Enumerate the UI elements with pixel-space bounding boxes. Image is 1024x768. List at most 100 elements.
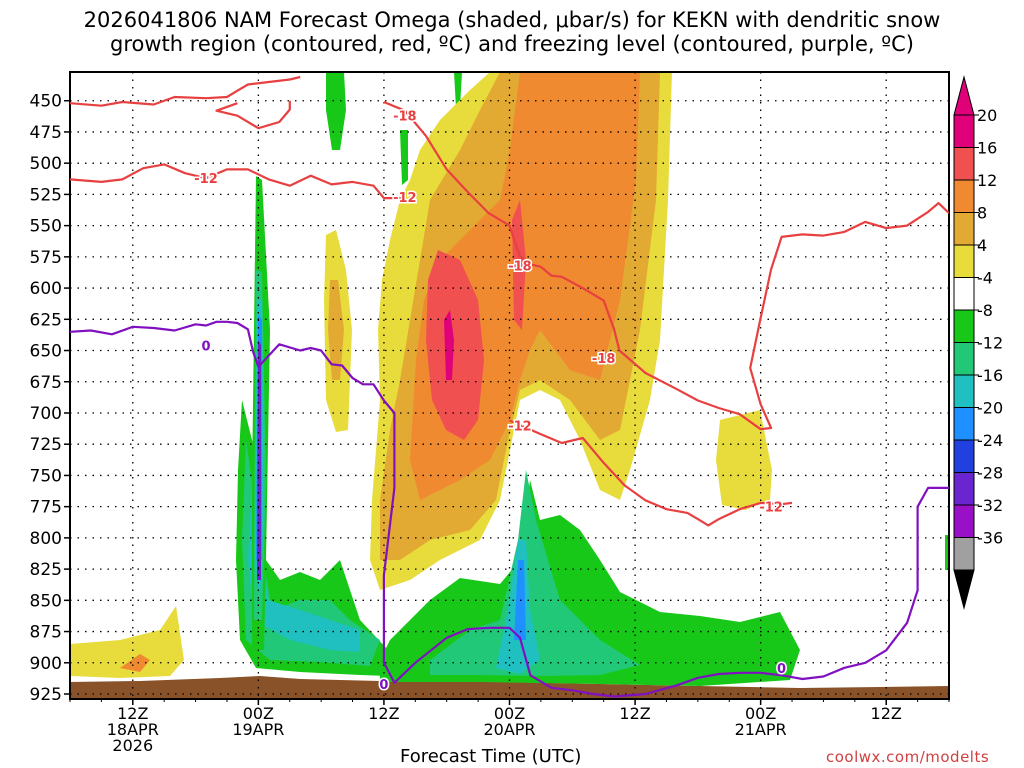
contour-line [70,75,301,107]
y-tick-label: 500 [30,154,62,174]
contour-line [618,202,949,431]
colorbar-label: 16 [977,139,997,158]
colorbar-label: -24 [977,431,1003,450]
x-tick-label: 2026 [112,736,153,755]
contour-line [70,163,405,200]
x-tick-label: 00Z [745,704,776,723]
y-tick-label: 450 [30,92,62,112]
contour-label: -12 [508,419,532,434]
colorbar-swatch [953,309,975,343]
y-tick-label: 475 [30,123,62,143]
chart-title-line2: growth region (contoured, red, ºC) and f… [110,32,914,56]
credit-text: coolwx.com/modelts [826,748,990,766]
chart-title-line1: 2026041806 NAM Forecast Omega (shaded, μ… [83,8,941,32]
colorbar-swatch [953,147,975,181]
colorbar-label: 20 [977,106,997,125]
colorbar-label: -4 [977,269,993,288]
y-tick-label: 825 [30,560,62,580]
colorbar-swatch [953,277,975,311]
colorbar-label: -20 [977,399,1003,418]
y-tick-label: 675 [30,373,62,393]
contour-line [383,100,621,351]
contour-label: -18 [508,260,532,275]
y-tick-label: 550 [30,217,62,237]
colorbar-label: -28 [977,464,1003,483]
teal-region-low-middle [430,470,640,676]
contour-lines: -18 -12 -12 -18 -18 -12 -12 0 0 0 [70,75,949,698]
colorbar-swatch [953,407,975,441]
colorbar-over-arrow [953,75,975,116]
x-tick-label: 12Z [871,704,902,723]
x-tick-label: 19APR [232,720,284,739]
x-tick-label: 21APR [735,720,787,739]
x-tick-label: 12Z [117,704,148,723]
cyan-region-low-left [248,480,360,652]
x-tick-label: 00Z [243,704,274,723]
colorbar-label: -16 [977,366,1003,385]
y-tick-label: 775 [30,498,62,518]
red-region-core [426,250,484,440]
colorbar-swatch [953,374,975,408]
contour-label: 0 [379,678,388,693]
colorbar-swatch [953,504,975,538]
magenta-max [444,310,454,380]
contour-line [70,320,949,698]
colorbar-swatch [953,342,975,376]
y-tick-label: 750 [30,466,62,486]
colorbar-label: 8 [977,204,987,223]
green-blob-aloft-3 [454,72,462,108]
colorbar-label: -12 [977,334,1003,353]
colorbar-swatch [953,114,975,148]
contour-label: -12 [759,501,783,516]
green-blob-aloft-1 [326,72,346,150]
contour-label: 0 [777,662,786,677]
x-axis-label: Forecast Time (UTC) [400,746,582,767]
x-tick-label: 20APR [483,720,535,739]
colorbar-label: 12 [977,171,997,190]
x-tick-label: 12Z [619,704,650,723]
y-axis: 450 475 500 525 550 575 600 625 650 675 700 725 750 7… [30,92,70,705]
gold-blob-left [328,280,344,380]
y-tick-label: 725 [30,435,62,455]
y-tick-label: 525 [30,185,62,205]
contour-label: -12 [393,191,417,206]
y-tick-label: 650 [30,342,62,362]
colorbar-under-arrow [953,569,975,610]
contour-label: -12 [194,172,218,187]
y-tick-label: 600 [30,279,62,299]
contour-label: -18 [393,110,417,125]
omega-shading [70,72,949,699]
green-blob-aloft-2 [400,130,408,185]
colorbar-label: -32 [977,496,1003,515]
colorbar-swatch [953,244,975,278]
colorbar: 20 16 12 8 4 -4 -8 -12 -16 -20 -24 -28 -32 -36 [953,75,1003,610]
contour-line [215,100,291,130]
y-tick-label: 900 [30,654,62,674]
y-tick-label: 575 [30,248,62,268]
y-tick-label: 625 [30,310,62,330]
x-tick-label: 18APR [107,720,159,739]
y-tick-label: 850 [30,591,62,611]
colorbar-label: -8 [977,301,993,320]
colorbar-label: 4 [977,236,987,255]
yellow-blob-lower-left [70,606,184,678]
colorbar-label: -36 [977,529,1003,548]
x-tick-label: 12Z [368,704,399,723]
y-tick-label: 875 [30,623,62,643]
violet-column-19apr [257,340,261,580]
y-tick-label: 700 [30,404,62,424]
colorbar-swatch [953,439,975,473]
contour-line [509,419,793,527]
gold-blob-lower-left [120,654,150,672]
colorbar-swatch [953,179,975,213]
contour-label: -18 [592,352,616,367]
colorbar-swatch [953,212,975,246]
x-tick-label: 00Z [494,704,525,723]
y-tick-label: 800 [30,529,62,549]
yellow-blob-right [716,410,772,510]
red-region-column [512,200,526,330]
colorbar-swatch [953,472,975,506]
colorbar-swatch [953,537,975,571]
